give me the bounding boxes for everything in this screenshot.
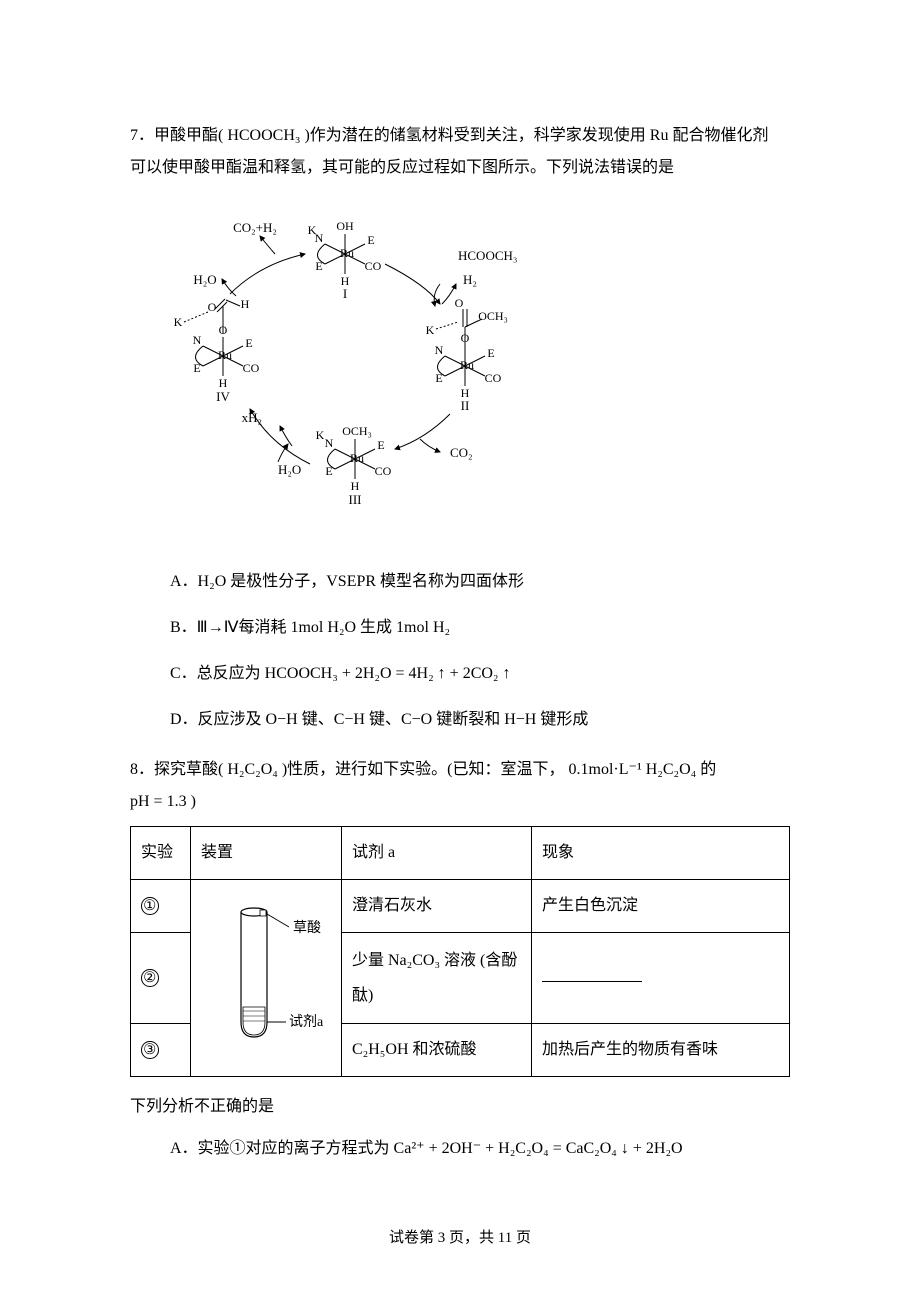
label-h2: H₂ <box>463 272 477 287</box>
complex-node-2: O OCH₃ O Ru N K E E CO <box>426 296 508 413</box>
node-2-label: II <box>461 398 470 413</box>
och3-label-2: OCH₃ <box>342 424 372 438</box>
th-reagent: 试剂 a <box>342 827 532 880</box>
co-label: CO <box>365 259 382 273</box>
reagent-1: 澄清石灰水 <box>342 880 532 933</box>
e-label-8: E <box>193 361 200 375</box>
complex-node-3: Ru OCH₃ N K E E CO H III <box>316 424 392 507</box>
svg-text:O: O <box>208 300 217 314</box>
th-phenomenon: 现象 <box>532 827 790 880</box>
co-label-4: CO <box>243 361 260 375</box>
arrow-h2o-out-top <box>222 279 236 296</box>
q8-followup: 下列分析不正确的是 <box>130 1091 790 1123</box>
co-label-2: CO <box>485 371 502 385</box>
arrow-1-to-2 <box>385 264 440 304</box>
n-label-2: N <box>435 343 444 357</box>
node-3-label: III <box>349 492 362 507</box>
label-xh2: xH₂ <box>242 410 262 425</box>
th-device: 装置 <box>191 827 342 880</box>
question-7: 7．甲酸甲酯( HCOOCH₃ )作为潜在的储氢材料受到关注，科学家发现使用 R… <box>130 120 790 736</box>
q8-options: A．实验①对应的离子方程式为 Ca²⁺ + 2OH⁻ + H₂C₂O₄ = Ca… <box>170 1133 790 1165</box>
q8-stem: 8．探究草酸( H₂C₂O₄ )性质，进行如下实验。(已知：室温下， 0.1mo… <box>130 754 790 818</box>
q8-stem-line2: pH = 1.3 ) <box>130 793 196 810</box>
k-label: K <box>308 223 317 237</box>
label-reagent-a: 试剂a <box>289 1014 324 1030</box>
node-1-label: I <box>343 286 347 301</box>
reagent-2: 少量 Na₂CO₃ 溶液 (含酚酞) <box>342 933 532 1024</box>
e-label-7: E <box>245 336 252 350</box>
k-label-3: K <box>316 428 325 442</box>
h-label-4: H <box>219 376 228 390</box>
e-label-3: E <box>487 346 494 360</box>
exp-id-2: ② <box>131 933 191 1024</box>
label-h2o-left: H₂O <box>193 272 216 287</box>
n-label-4: N <box>193 333 202 347</box>
e-label-2: E <box>315 259 322 273</box>
q7-option-d[interactable]: D．反应涉及 O−H 键、C−H 键、C−O 键断裂和 H−H 键形成 <box>170 704 790 736</box>
q7-stem: 7．甲酸甲酯( HCOOCH₃ )作为潜在的储氢材料受到关注，科学家发现使用 R… <box>130 120 790 184</box>
ru-label-2: Ru <box>460 358 474 372</box>
q8-stem-line1: 8．探究草酸( H₂C₂O₄ )性质，进行如下实验。(已知：室温下， 0.1mo… <box>130 761 716 778</box>
arrow-xh2-out <box>280 426 292 446</box>
page-footer: 试卷第 3 页，共 11 页 <box>0 1226 920 1247</box>
th-experiment: 实验 <box>131 827 191 880</box>
arrow-co2-out <box>420 439 440 452</box>
n-label-3: N <box>325 436 334 450</box>
q7-options: A．H₂O 是极性分子，VSEPR 模型名称为四面体形 B．Ⅲ→Ⅳ每消耗 1mo… <box>170 566 790 736</box>
label-h2o-bottom: H₂O <box>278 462 301 477</box>
ru-label: Ru <box>340 246 354 260</box>
e-label-6: E <box>325 464 332 478</box>
label-oxalic: 草酸 <box>293 920 321 936</box>
table-row: ① 草酸 试剂a <box>131 880 790 933</box>
q8-option-a[interactable]: A．实验①对应的离子方程式为 Ca²⁺ + 2OH⁻ + H₂C₂O₄ = Ca… <box>170 1133 790 1165</box>
e-label: E <box>367 233 374 247</box>
e-label-5: E <box>377 438 384 452</box>
q7-reaction-cycle-diagram: Ru OH N K E E CO H I O OCH₃ O <box>160 194 790 556</box>
table-header-row: 实验 装置 试剂 a 现象 <box>131 827 790 880</box>
q8-experiment-table: 实验 装置 试剂 a 现象 ① 草酸 <box>130 826 790 1077</box>
node-4-label: IV <box>216 389 230 404</box>
test-tube-icon: 草酸 试剂a <box>201 892 331 1052</box>
arrow-co2h2-out <box>260 236 275 254</box>
exp-id-1: ① <box>131 880 191 933</box>
label-co2: CO₂ <box>450 445 473 460</box>
co-label-3: CO <box>375 464 392 478</box>
q7-stem-line1: 7．甲酸甲酯( HCOOCH₃ )作为潜在的储氢材料受到关注，科学家发现使用 R… <box>130 120 790 152</box>
ru-label-4: Ru <box>218 348 232 362</box>
device-cell: 草酸 试剂a <box>191 880 342 1077</box>
h-label-3: H <box>351 479 360 493</box>
phenom-2[interactable] <box>532 933 790 1024</box>
ru-label-3: Ru <box>350 451 364 465</box>
exp-id-3: ③ <box>131 1024 191 1077</box>
k-label-4: K <box>174 315 183 329</box>
o-bridge: O <box>461 331 470 345</box>
svg-text:H: H <box>241 297 250 311</box>
phenom-3: 加热后产生的物质有香味 <box>532 1024 790 1077</box>
complex-node-1: Ru OH N K E E CO H I <box>308 219 382 301</box>
complex-node-4: O H O Ru N K E E CO H <box>174 297 260 404</box>
reagent-3: C₂H₅OH 和浓硫酸 <box>342 1024 532 1077</box>
oh-label: OH <box>336 219 354 233</box>
label-hcooch3: HCOOCH₃ <box>458 248 517 263</box>
question-8: 8．探究草酸( H₂C₂O₄ )性质，进行如下实验。(已知：室温下， 0.1mo… <box>130 754 790 1165</box>
o-double: O <box>455 296 464 310</box>
e-label-4: E <box>435 371 442 385</box>
arrow-2-to-3 <box>395 414 450 449</box>
catalytic-cycle-svg: Ru OH N K E E CO H I O OCH₃ O <box>160 194 530 544</box>
phenom-1: 产生白色沉淀 <box>532 880 790 933</box>
q7-stem-line2: 可以使甲酸甲酯温和释氢，其可能的反应过程如下图所示。下列说法错误的是 <box>130 152 790 184</box>
och3-label: OCH₃ <box>478 309 508 323</box>
q7-option-b[interactable]: B．Ⅲ→Ⅳ每消耗 1mol H₂O 生成 1mol H₂ <box>170 612 790 644</box>
svg-text:O: O <box>219 323 228 337</box>
q7-option-c[interactable]: C．总反应为 HCOOCH₃ + 2H₂O = 4H₂ ↑ + 2CO₂ ↑ <box>170 658 790 690</box>
arrow-4-to-1 <box>230 254 305 294</box>
label-co2-h2: CO₂+H₂ <box>233 220 277 235</box>
q7-option-a[interactable]: A．H₂O 是极性分子，VSEPR 模型名称为四面体形 <box>170 566 790 598</box>
k-label-2: K <box>426 323 435 337</box>
